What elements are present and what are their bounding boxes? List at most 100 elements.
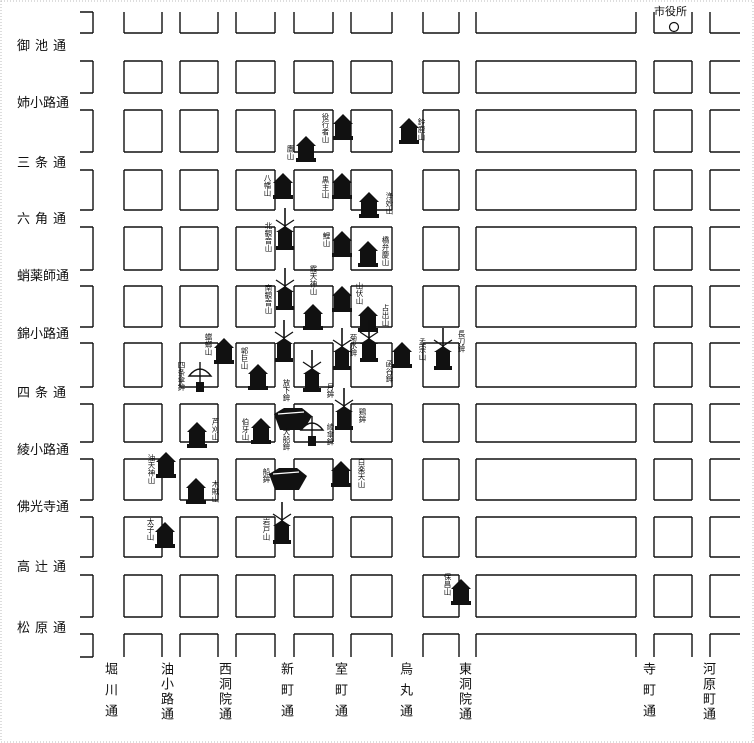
float-marker-yama: [186, 478, 206, 504]
street-kawaramachi: 河原町通: [700, 662, 715, 722]
city-block: [422, 342, 460, 388]
float-label: 山伏山: [355, 282, 364, 305]
street-sanjo: 三条通: [17, 156, 72, 171]
city-block: [653, 226, 693, 271]
float-label: 鷹山: [286, 145, 295, 160]
city-block: [235, 633, 276, 657]
float-label: 綾傘鉾: [326, 423, 335, 446]
float-marker-kasa: [187, 362, 213, 392]
city-block: [123, 633, 163, 657]
city-block: [235, 12, 276, 34]
float-label: 放下鉾: [282, 379, 291, 402]
city-block: [80, 169, 94, 211]
city-block: [235, 458, 276, 501]
street-nishikikoji: 錦小路通: [17, 327, 70, 342]
float-marker-hoko: [275, 268, 295, 310]
float-label: 霰天神山: [309, 265, 318, 295]
city-block: [475, 458, 637, 501]
float-marker-yama: [359, 192, 379, 218]
float-label: 伯牙山: [241, 418, 250, 441]
city-block: [179, 169, 219, 211]
float-marker-yama: [303, 304, 323, 330]
city-block: [179, 12, 219, 34]
float-marker-yama: [358, 306, 378, 332]
float-marker-hoko: [433, 328, 453, 370]
city-block: [123, 403, 163, 443]
street-teramachi: 寺町通: [640, 662, 655, 725]
city-block: [123, 109, 163, 153]
city-block: [123, 169, 163, 211]
float-label: 占出山: [381, 304, 390, 327]
street-karasuma: 烏丸通: [397, 662, 412, 725]
city-block: [653, 574, 693, 618]
street-nishinotoin: 西洞院通: [216, 662, 231, 722]
city-block: [80, 109, 94, 153]
city-block: [653, 458, 693, 501]
float-marker-hoko: [332, 328, 352, 370]
float-label: 四条傘鉾: [177, 361, 186, 391]
street-shinmachi: 新町通: [278, 662, 293, 725]
city-block: [350, 60, 393, 94]
float-label: 鯉山: [322, 232, 331, 247]
city-block: [123, 342, 163, 388]
float-marker-yama: [399, 118, 419, 144]
city-block: [709, 342, 740, 388]
city-block: [422, 60, 460, 94]
city-block: [293, 574, 334, 618]
city-block: [475, 285, 637, 328]
city-block: [422, 12, 460, 34]
float-marker-yama: [214, 338, 234, 364]
city-hall-marker: [668, 21, 680, 33]
city-block: [422, 226, 460, 271]
float-marker-yama: [392, 342, 412, 368]
float-label: 岩戸山: [262, 518, 271, 541]
city-block: [709, 633, 740, 657]
street-higashinotoin: 東洞院通: [456, 662, 471, 722]
city-block: [709, 109, 740, 153]
float-label: 鈴鹿山: [417, 118, 426, 141]
city-block: [123, 458, 163, 501]
float-marker-yama: [333, 114, 353, 140]
city-block: [422, 403, 460, 443]
city-block: [293, 633, 334, 657]
city-block: [235, 226, 276, 271]
city-block: [653, 60, 693, 94]
city-block: [80, 403, 94, 443]
city-block: [80, 574, 94, 618]
city-block: [179, 60, 219, 94]
city-block: [709, 574, 740, 618]
float-marker-yama: [331, 461, 351, 487]
float-label: 保昌山: [443, 573, 452, 596]
city-block: [709, 226, 740, 271]
float-marker-yama: [187, 422, 207, 448]
float-label: 木賊山: [211, 480, 220, 503]
city-block: [350, 458, 393, 501]
city-block: [293, 169, 334, 211]
city-block: [422, 285, 460, 328]
city-block: [350, 403, 393, 443]
city-block: [653, 342, 693, 388]
city-block: [80, 60, 94, 94]
city-block: [123, 574, 163, 618]
float-label: 太子山: [146, 518, 155, 541]
float-marker-yama: [248, 364, 268, 390]
float-label: 黒主山: [321, 176, 330, 199]
city-block: [350, 574, 393, 618]
city-block: [123, 226, 163, 271]
float-marker-yama: [332, 286, 352, 312]
float-marker-ship: [274, 408, 312, 430]
city-blocks: [80, 11, 740, 658]
city-block: [293, 516, 334, 558]
street-aneyakoji: 姉小路通: [17, 96, 70, 111]
city-block: [80, 226, 94, 271]
city-block: [475, 109, 637, 153]
city-block: [350, 633, 393, 657]
float-marker-yama: [273, 173, 293, 199]
city-block: [80, 516, 94, 558]
city-block: [653, 516, 693, 558]
city-block: [475, 12, 637, 34]
float-label: 大船鉾: [282, 428, 291, 451]
float-label: 長刀鉾: [457, 330, 466, 353]
city-block: [709, 516, 740, 558]
street-rokkaku: 六角通: [17, 212, 72, 227]
